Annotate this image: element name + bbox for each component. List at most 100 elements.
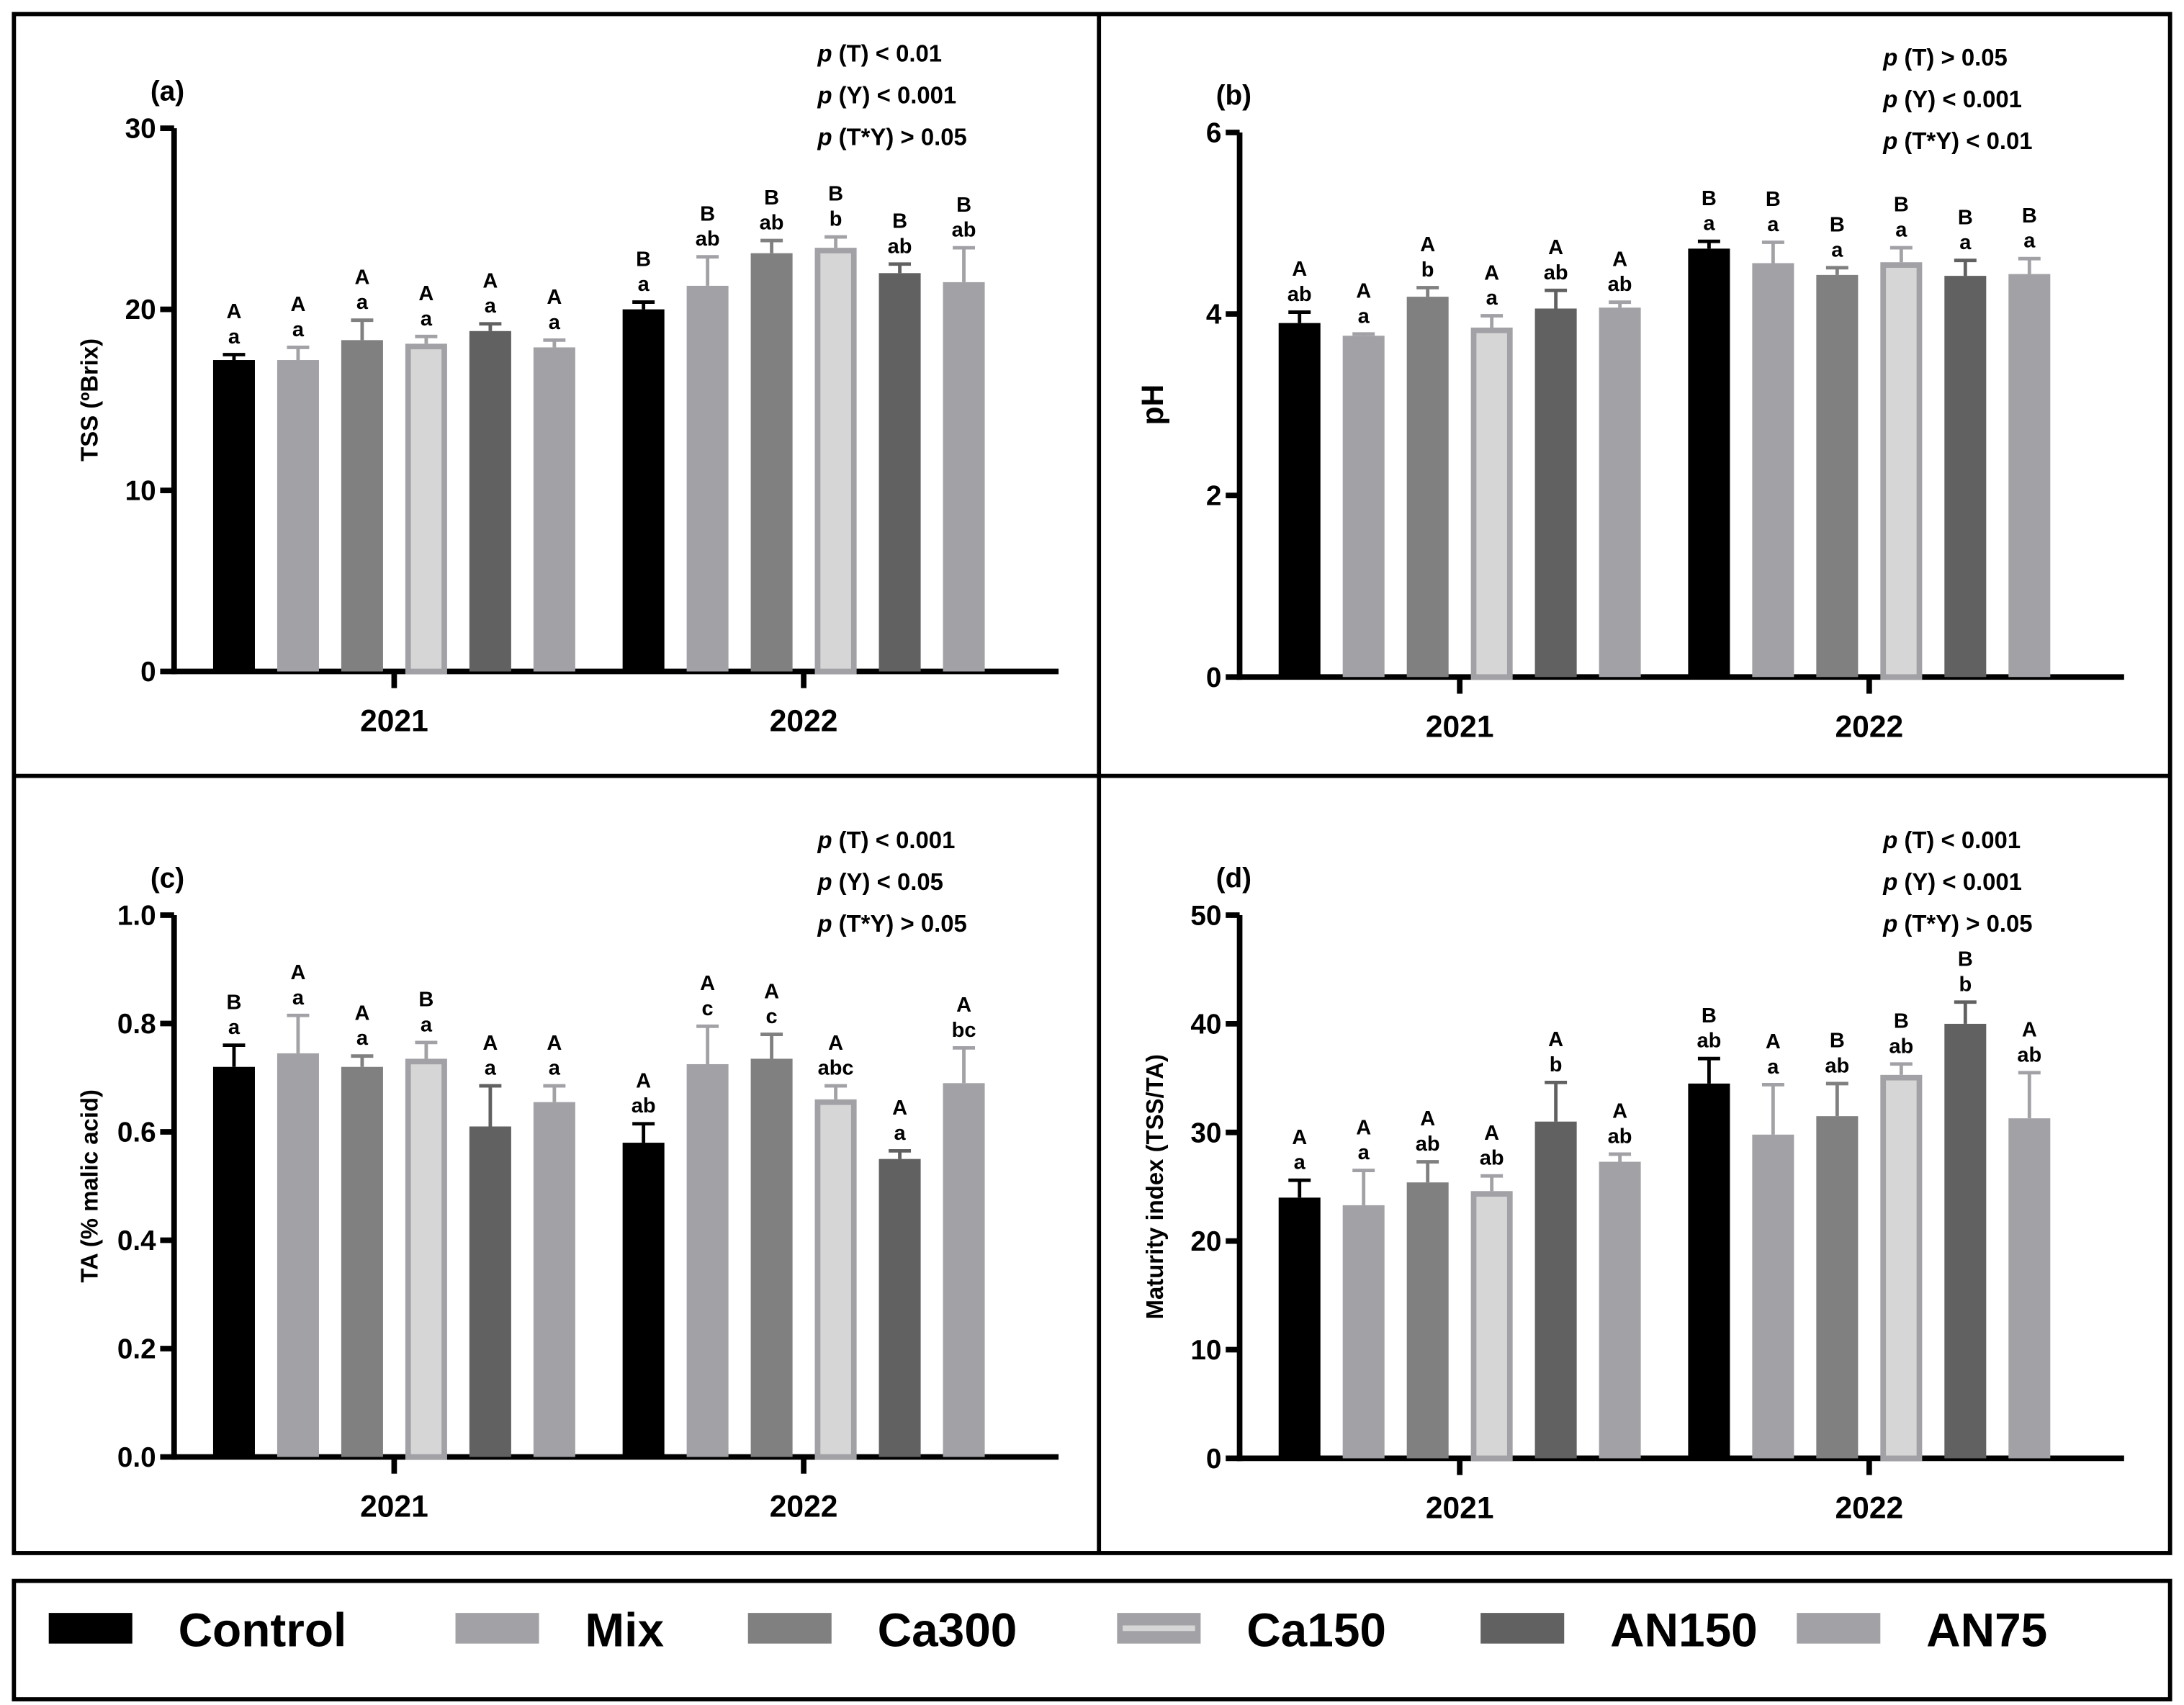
significance-letter-lowercase: a [1486,287,1498,310]
p-value-annotation: p (T) > 0.05 [1882,44,2008,71]
bar-ca300-2022 [750,253,793,672]
significance-letter-uppercase: A [1612,248,1627,271]
bar-an150-2022 [1944,1023,1987,1459]
significance-letter-uppercase: B [1830,1030,1845,1053]
significance-letter-lowercase: ab [1608,273,1632,296]
y-tick-label: 0 [140,657,156,688]
bar-mix-2021 [1342,336,1385,678]
significance-letter-uppercase: B [226,991,241,1014]
significance-letter-lowercase: a [894,1122,906,1145]
y-axis-title: pH [1136,384,1170,426]
y-tick-label: 0.6 [117,1117,156,1148]
bar-ca300-2021 [341,340,383,672]
significance-letter-uppercase: A [1292,258,1307,281]
bar-an75-2021 [533,1102,575,1457]
significance-letter-uppercase: A [290,961,305,984]
significance-letter-lowercase: bc [952,1019,976,1042]
significance-letter-lowercase: a [2023,230,2036,253]
chart-panel-a: 0 10 20 30 TSS (ºBrix) (a) p (T) < 0.01 p (Y) <… [76,40,1059,739]
significance-letter-lowercase: a [356,1027,369,1050]
legend: Control Mix Ca300 Ca150 AN150 AN75 [48,1603,2047,1657]
bar-control-2021 [1278,1197,1321,1459]
y-tick-label: 4 [1206,300,1222,330]
chart-panel-d: 0 10 20 30 40 50 Maturity index (TSS/TA) (d) p (… [1141,827,2124,1526]
significance-letter-uppercase: B [1766,188,1781,211]
significance-letter-lowercase: ab [2017,1043,2041,1066]
y-axis-title: TA (% malic acid) [76,1089,102,1283]
p-value-annotation: p (T) < 0.001 [817,827,955,853]
significance-letter-uppercase: B [1702,187,1717,210]
y-tick-label: 20 [125,294,156,325]
bar-ca150-2022 [1880,1074,1923,1462]
significance-letter-lowercase: a [1831,238,1843,261]
significance-letter-lowercase: c [702,997,714,1020]
significance-letter-uppercase: B [828,183,843,206]
significance-letter-uppercase: A [482,1032,498,1055]
bar-control-2021 [212,1066,255,1457]
y-tick-label: 20 [1190,1226,1221,1257]
bar-ca300-2021 [1406,1182,1449,1459]
significance-letter-lowercase: a [485,294,497,318]
significance-letter-lowercase: ab [1697,1030,1721,1053]
significance-letter-uppercase: B [1702,1004,1717,1027]
significance-letter-uppercase: A [636,1069,651,1092]
significance-letter-lowercase: a [292,986,305,1009]
bar-mix-2021 [277,1053,319,1457]
significance-letter-uppercase: B [2022,204,2037,228]
y-tick-label: 0.2 [117,1334,156,1365]
significance-letter-lowercase: a [1294,1151,1306,1174]
significance-letter-lowercase: a [1358,1141,1370,1164]
y-axis-title: TSS (ºBrix) [76,338,102,462]
significance-letter-lowercase: ab [888,235,912,258]
y-tick-label: 1.0 [117,901,156,932]
significance-letter-lowercase: ab [952,219,976,242]
legend-label-an75: AN75 [1926,1603,2047,1657]
significance-letter-uppercase: A [354,1002,369,1025]
significance-letter-lowercase: a [356,291,369,314]
legend-label-an150: AN150 [1610,1603,1758,1657]
x-tick-label: 2022 [770,1490,838,1524]
significance-letter-uppercase: A [2022,1019,2037,1042]
significance-letter-lowercase: abc [818,1057,854,1080]
bar-control-2022 [1688,1083,1730,1459]
legend-label-ca300: Ca300 [878,1603,1017,1657]
bar-ca300-2022 [1816,1116,1859,1459]
y-tick-label: 40 [1190,1009,1221,1040]
x-tick-label: 2021 [1426,709,1494,744]
y-tick-label: 50 [1190,901,1221,932]
chart-panel-b: 0 2 4 6 pH (b) p (T) > 0.05 p (Y) < 0.001 p (T*Y… [1136,44,2124,744]
significance-letter-uppercase: A [1484,261,1499,284]
legend-swatch-mix [455,1613,539,1644]
significance-letter-uppercase: B [636,248,651,271]
bar-control-2022 [622,309,665,672]
significance-letter-uppercase: B [1958,948,1973,971]
bar-ca150-2022 [814,1099,857,1460]
significance-letter-lowercase: a [549,311,561,334]
significance-letter-uppercase: A [828,1032,843,1055]
bar-an75-2021 [533,347,575,672]
p-value-annotation: p (Y) < 0.001 [1882,868,2022,895]
p-value-annotation: p (T*Y) < 0.01 [1882,127,2032,154]
legend-swatch-ca300 [747,1613,832,1644]
significance-letter-uppercase: B [700,202,715,225]
bar-ca150-2021 [405,343,447,675]
significance-letter-uppercase: A [547,286,562,309]
significance-letter-uppercase: A [1484,1122,1499,1145]
p-value-annotation: p (Y) < 0.001 [817,81,956,108]
bar-mix-2022 [1752,1134,1794,1459]
bar-an150-2022 [878,1159,921,1457]
significance-letter-lowercase: a [228,325,241,348]
bar-ca150-2021 [1470,327,1513,680]
p-value-annotation: p (Y) < 0.001 [1882,86,2022,112]
significance-letter-uppercase: B [1958,206,1973,229]
x-tick-label: 2022 [770,704,838,739]
y-tick-label: 0 [1206,662,1222,693]
panel-label: (d) [1216,863,1251,894]
significance-letter-uppercase: B [892,210,907,233]
bar-an150-2022 [1944,276,1987,678]
significance-letter-uppercase: A [700,972,715,995]
p-value-annotation: p (T*Y) > 0.05 [1882,910,2032,937]
bar-ca150-2022 [1880,262,1923,680]
chart-panel-c: 0.0 0.2 0.4 0.6 0.8 1.0 TA (% malic acid) (c) p … [76,827,1059,1524]
significance-letter-uppercase: B [956,194,971,217]
